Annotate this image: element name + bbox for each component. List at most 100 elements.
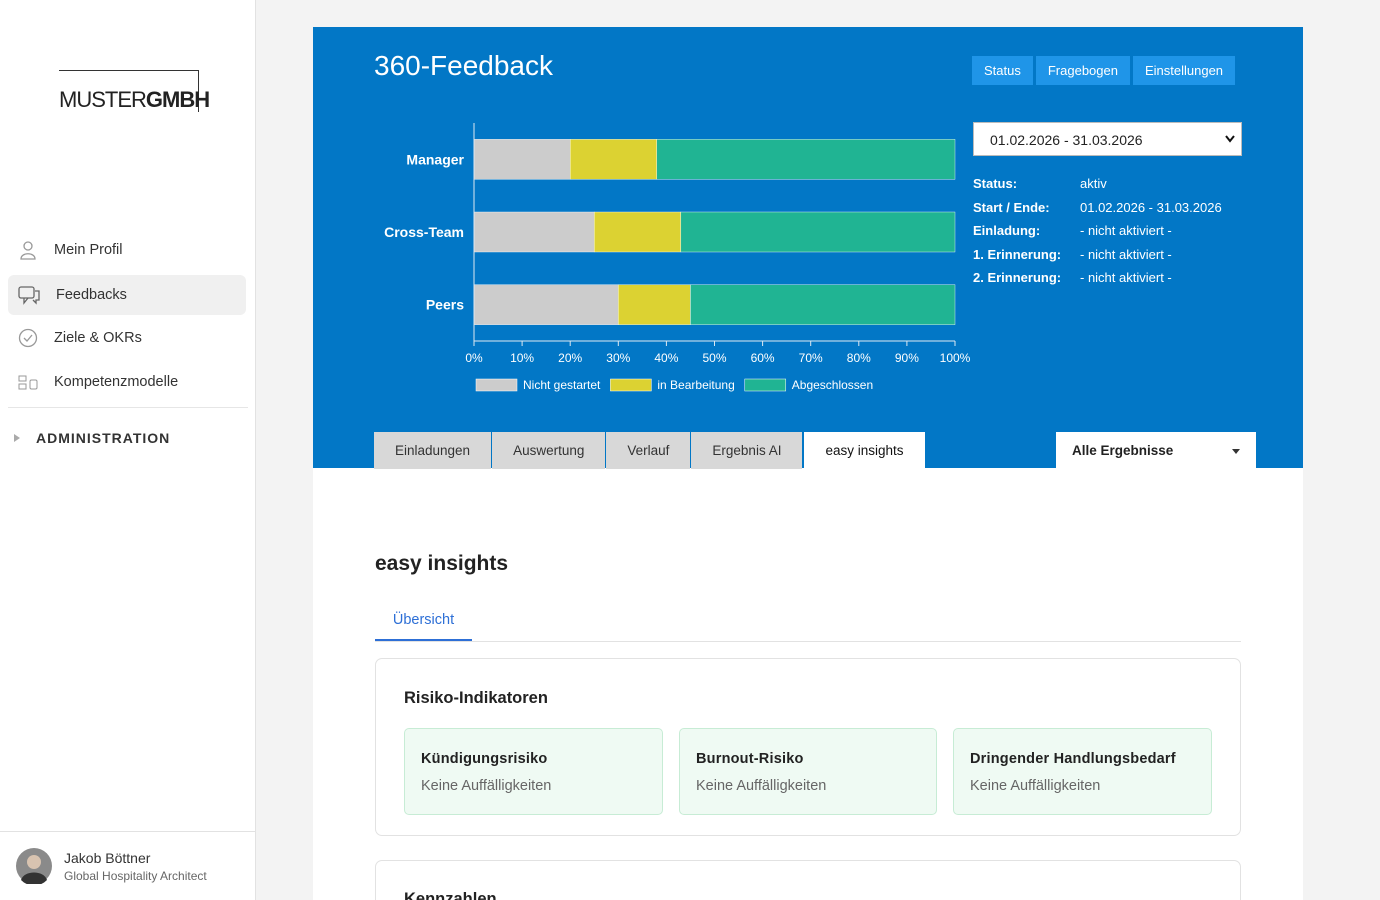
y-tick-label: Cross-Team — [384, 224, 464, 240]
icon-goals — [18, 328, 38, 348]
detail-row: 1. Erinnerung: - nicht aktiviert - — [973, 247, 1222, 271]
x-tick-label: 80% — [847, 351, 871, 365]
section-title: easy insights — [375, 552, 509, 575]
bar-segment — [680, 211, 956, 253]
nav-label: Kompetenzmodelle — [54, 374, 179, 390]
button[interactable]: Status — [972, 56, 1033, 85]
bar-segment — [473, 139, 571, 180]
button[interactable]: Einstellungen — [1132, 56, 1236, 85]
detail-label: 1. Erinnerung: — [973, 246, 1062, 262]
detail-row: Start / Ende: 01.02.2026 - 31.03.2026 — [973, 200, 1222, 224]
divider — [375, 641, 1241, 642]
nav-item[interactable]: Feedbacks — [8, 275, 246, 315]
bar-segment — [656, 139, 956, 180]
x-tick-label: 50% — [702, 351, 726, 365]
icon-feedback — [18, 286, 40, 305]
page-title: 360-Feedback — [374, 50, 554, 81]
select-arrow — [1225, 135, 1235, 143]
risk-indicator: Kündigungsrisiko Keine Auffälligkeiten — [404, 728, 663, 815]
indicator-text: Keine Auffälligkeiten — [696, 778, 827, 794]
chart: Manager Cross-Team Peers 0% 10% 20% 30% 40% 50% 6… — [384, 123, 971, 392]
indicator-title: Kündigungsrisiko — [421, 751, 548, 767]
bar-segment — [618, 284, 691, 325]
tab[interactable]: Ergebnis AI — [691, 432, 803, 469]
detail-value: - nicht aktiviert - — [1080, 270, 1172, 286]
icon-models — [18, 375, 38, 390]
bar-segment — [594, 211, 682, 253]
legend-swatch — [475, 378, 518, 392]
x-tick-label: 40% — [654, 351, 678, 365]
user-box[interactable]: Jakob Böttner Global Hospitality Archite… — [0, 831, 255, 900]
subtab[interactable]: Übersicht — [375, 606, 472, 641]
bar-segment — [570, 139, 657, 180]
detail-label: 2. Erinnerung: — [973, 270, 1062, 286]
detail-row: 2. Erinnerung: - nicht aktiviert - — [973, 270, 1222, 294]
nav-label: Ziele & OKRs — [54, 330, 142, 346]
tab[interactable]: Einladungen — [374, 432, 492, 469]
details: Status: aktiv Start / Ende: 01.02.2026 - 31… — [973, 176, 1222, 294]
x-tick-label: 60% — [751, 351, 775, 365]
legend-swatch — [744, 378, 787, 392]
x-tick-label: 100% — [940, 351, 971, 365]
detail-row: Status: aktiv — [973, 176, 1222, 200]
risk-indicator: Dringender Handlungsbedarf Keine Auffälli… — [953, 728, 1212, 815]
select-value: 01.02.2026 - 31.03.2026 — [990, 132, 1143, 148]
bar-segment — [690, 284, 956, 325]
detail-label: Einladung: — [973, 223, 1041, 239]
tab[interactable]: Verlauf — [606, 432, 691, 469]
risk-indicator: Burnout-Risiko Keine Auffälligkeiten — [679, 728, 937, 815]
detail-value: - nicht aktiviert - — [1080, 246, 1172, 262]
x-tick-label: 20% — [558, 351, 582, 365]
admin-section[interactable]: ADMINISTRATION — [36, 430, 171, 446]
legend-label: in Bearbeitung — [657, 378, 734, 392]
user-name: Jakob Böttner — [64, 850, 151, 866]
detail-value: - nicht aktiviert - — [1080, 223, 1172, 239]
sidebar: MUSTERGMBH Mein Profil Feedbacks Ziele &… — [0, 0, 256, 900]
detail-value: 01.02.2026 - 31.03.2026 — [1080, 199, 1222, 215]
x-tick-label: 90% — [895, 351, 919, 365]
nav-label: Mein Profil — [54, 242, 123, 258]
kpi-card — [375, 860, 1241, 900]
x-tick-label: 10% — [510, 351, 534, 365]
y-tick-label: Manager — [406, 151, 464, 167]
logo-bold: GMBH — [145, 87, 210, 112]
button[interactable]: Fragebogen — [1035, 56, 1130, 85]
detail-value: aktiv — [1080, 176, 1107, 191]
nav-item[interactable]: Mein Profil — [8, 230, 246, 270]
detail-label: Start / Ende: — [973, 199, 1050, 215]
header-buttons: Status Fragebogen Einstellungen — [972, 56, 1236, 85]
nav-label: Feedbacks — [56, 287, 127, 303]
dropdown-caret — [1232, 449, 1240, 454]
indicator-text: Keine Auffälligkeiten — [421, 778, 552, 794]
nav-item[interactable]: Kompetenzmodelle — [8, 362, 246, 402]
filter-dropdown[interactable]: Alle Ergebnisse — [1056, 432, 1256, 469]
period-select[interactable]: 01.02.2026 - 31.03.2026 — [973, 122, 1242, 156]
icon-profile — [20, 241, 36, 260]
card-title: Kennzahlen — [404, 890, 497, 900]
tab[interactable]: Auswertung — [492, 432, 606, 469]
y-tick-label: Peers — [426, 297, 464, 313]
detail-row: Einladung: - nicht aktiviert - — [973, 223, 1222, 247]
user-role: Global Hospitality Architect — [64, 869, 207, 883]
x-tick-label: 30% — [606, 351, 630, 365]
divider — [8, 407, 248, 408]
x-tick-label: 70% — [799, 351, 823, 365]
filter-value: Alle Ergebnisse — [1072, 443, 1174, 458]
avatar — [16, 848, 52, 884]
bar-segment — [473, 211, 595, 253]
caret — [14, 434, 20, 442]
bar-segment — [473, 284, 619, 325]
indicator-text: Keine Auffälligkeiten — [970, 778, 1101, 794]
nav-item[interactable]: Ziele & OKRs — [8, 318, 246, 358]
legend-label: Nicht gestartet — [523, 378, 601, 392]
logo[interactable]: MUSTERGMBH — [59, 70, 210, 112]
detail-label: Status: — [973, 176, 1018, 191]
legend-swatch — [610, 378, 652, 392]
indicator-title: Burnout-Risiko — [696, 751, 804, 767]
tab[interactable]: easy insights — [804, 432, 925, 469]
tabs: Einladungen Auswertung Verlauf Ergebnis … — [374, 432, 926, 469]
card-title: Risiko-Indikatoren — [404, 689, 548, 707]
indicator-title: Dringender Handlungsbedarf — [970, 751, 1176, 767]
